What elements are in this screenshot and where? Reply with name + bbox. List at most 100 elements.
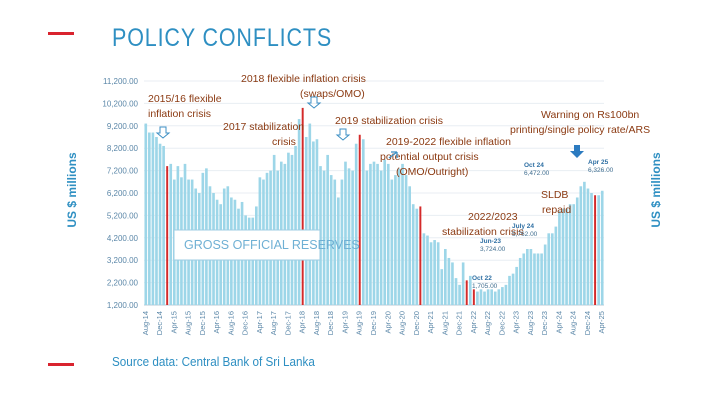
bar bbox=[443, 249, 447, 305]
bar bbox=[436, 242, 440, 305]
bar bbox=[308, 123, 312, 305]
bar bbox=[540, 253, 543, 305]
bar bbox=[590, 193, 593, 305]
x-tick-label: Dec-21 bbox=[455, 311, 464, 335]
arrow-diagonal-icon bbox=[388, 151, 398, 159]
bar bbox=[575, 197, 579, 305]
bar bbox=[297, 119, 301, 305]
bar bbox=[472, 289, 475, 305]
x-tick-label: Dec-15 bbox=[198, 311, 207, 335]
arrow-down-icon bbox=[155, 126, 171, 139]
bar bbox=[158, 143, 162, 305]
bar bbox=[322, 170, 326, 305]
bar bbox=[351, 170, 354, 305]
bar bbox=[358, 134, 361, 305]
bar bbox=[315, 139, 319, 305]
x-tick-label: Aug-19 bbox=[355, 311, 364, 335]
bar bbox=[476, 291, 479, 305]
annotation-text: repaid bbox=[542, 204, 571, 216]
y-tick-label: 1,200.00 bbox=[107, 301, 139, 310]
bar bbox=[162, 145, 165, 305]
bar bbox=[594, 195, 597, 305]
bar bbox=[547, 233, 551, 305]
bar bbox=[526, 249, 529, 305]
bar bbox=[379, 170, 383, 305]
bar bbox=[600, 190, 604, 305]
bar bbox=[522, 253, 526, 305]
bar bbox=[533, 253, 536, 305]
bar bbox=[397, 168, 401, 305]
annotation-text: 2022/2023 bbox=[468, 211, 518, 223]
annotation-text: 2018 flexible inflation crisis bbox=[241, 73, 366, 85]
annotation-text: Warning on Rs100bn bbox=[541, 109, 639, 121]
x-tick-label: Dec-20 bbox=[412, 311, 421, 335]
x-tick-label: Dec-18 bbox=[326, 311, 335, 335]
arrow-down-icon bbox=[306, 96, 322, 109]
x-tick-label: Apr-21 bbox=[426, 311, 435, 334]
bar bbox=[251, 217, 255, 305]
y-tick-label: 5,200.00 bbox=[107, 211, 139, 220]
bar bbox=[536, 253, 540, 305]
bar bbox=[501, 287, 504, 305]
bar bbox=[429, 242, 433, 305]
data-label-date: Apr 25 bbox=[588, 159, 609, 166]
bar bbox=[372, 161, 376, 305]
bar bbox=[554, 226, 558, 305]
bar bbox=[447, 257, 451, 305]
bar bbox=[383, 159, 387, 305]
bar bbox=[433, 240, 436, 305]
x-tick-label: Apr-15 bbox=[169, 311, 178, 334]
bar bbox=[508, 275, 511, 305]
y-tick-label: 8,200.00 bbox=[107, 144, 139, 153]
bar bbox=[597, 195, 600, 305]
annotation-text: SLDB bbox=[541, 189, 568, 201]
bar bbox=[529, 249, 533, 305]
x-tick-label: Apr-23 bbox=[512, 311, 521, 334]
bar bbox=[511, 273, 515, 305]
y-tick-label: 9,200.00 bbox=[107, 122, 139, 131]
annotation-text: crisis bbox=[272, 136, 296, 148]
bar bbox=[169, 163, 173, 305]
x-tick-label: Aug-18 bbox=[312, 311, 321, 335]
x-tick-label: Aug-21 bbox=[440, 311, 449, 335]
bar bbox=[440, 269, 444, 305]
bar bbox=[572, 204, 576, 305]
bar bbox=[479, 289, 483, 305]
x-tick-label: Apr-25 bbox=[597, 311, 606, 334]
bar bbox=[422, 233, 426, 305]
bar bbox=[376, 163, 379, 305]
bar bbox=[515, 266, 518, 305]
bar bbox=[565, 208, 568, 305]
bar bbox=[408, 186, 411, 305]
bar bbox=[301, 107, 304, 305]
bar bbox=[326, 154, 329, 305]
bar bbox=[329, 175, 333, 305]
reserves-chart: 1,200.00 2,200.00 3,200.00 4,200.00 5,200.00… bbox=[65, 73, 663, 335]
bar bbox=[144, 123, 148, 305]
bar bbox=[333, 179, 337, 305]
annotation-text: (OMO/Outright) bbox=[396, 166, 468, 178]
x-tick-label: Aug-24 bbox=[569, 311, 578, 335]
series-label: GROSS OFFICIAL RESERVES bbox=[184, 238, 360, 252]
data-label-date: July 24 bbox=[512, 223, 534, 230]
y-axis-label-right: US $ millions bbox=[649, 152, 663, 228]
x-tick-label: Apr-17 bbox=[255, 311, 264, 334]
x-tick-label: Dec-24 bbox=[583, 311, 592, 335]
x-tick-label: Aug-14 bbox=[141, 311, 150, 335]
annotation-text: 2019 stabilization crisis bbox=[335, 115, 443, 127]
data-label-date: Oct 24 bbox=[524, 162, 544, 169]
bar bbox=[550, 233, 554, 305]
bar bbox=[490, 289, 493, 305]
bar bbox=[558, 210, 561, 305]
annotation-text: (swaps/OMO) bbox=[300, 88, 365, 100]
x-tick-label: Apr-16 bbox=[212, 311, 221, 334]
bar bbox=[419, 206, 422, 305]
source-note: Source data: Central Bank of Sri Lanka bbox=[112, 354, 315, 369]
arrow-down-icon bbox=[570, 145, 584, 158]
bar bbox=[451, 262, 454, 305]
bar bbox=[401, 163, 404, 305]
x-tick-label: Aug-16 bbox=[226, 311, 235, 335]
bar bbox=[586, 188, 590, 305]
bar bbox=[493, 291, 497, 305]
annotation-text: printing/single policy rate/ARS bbox=[510, 124, 650, 136]
